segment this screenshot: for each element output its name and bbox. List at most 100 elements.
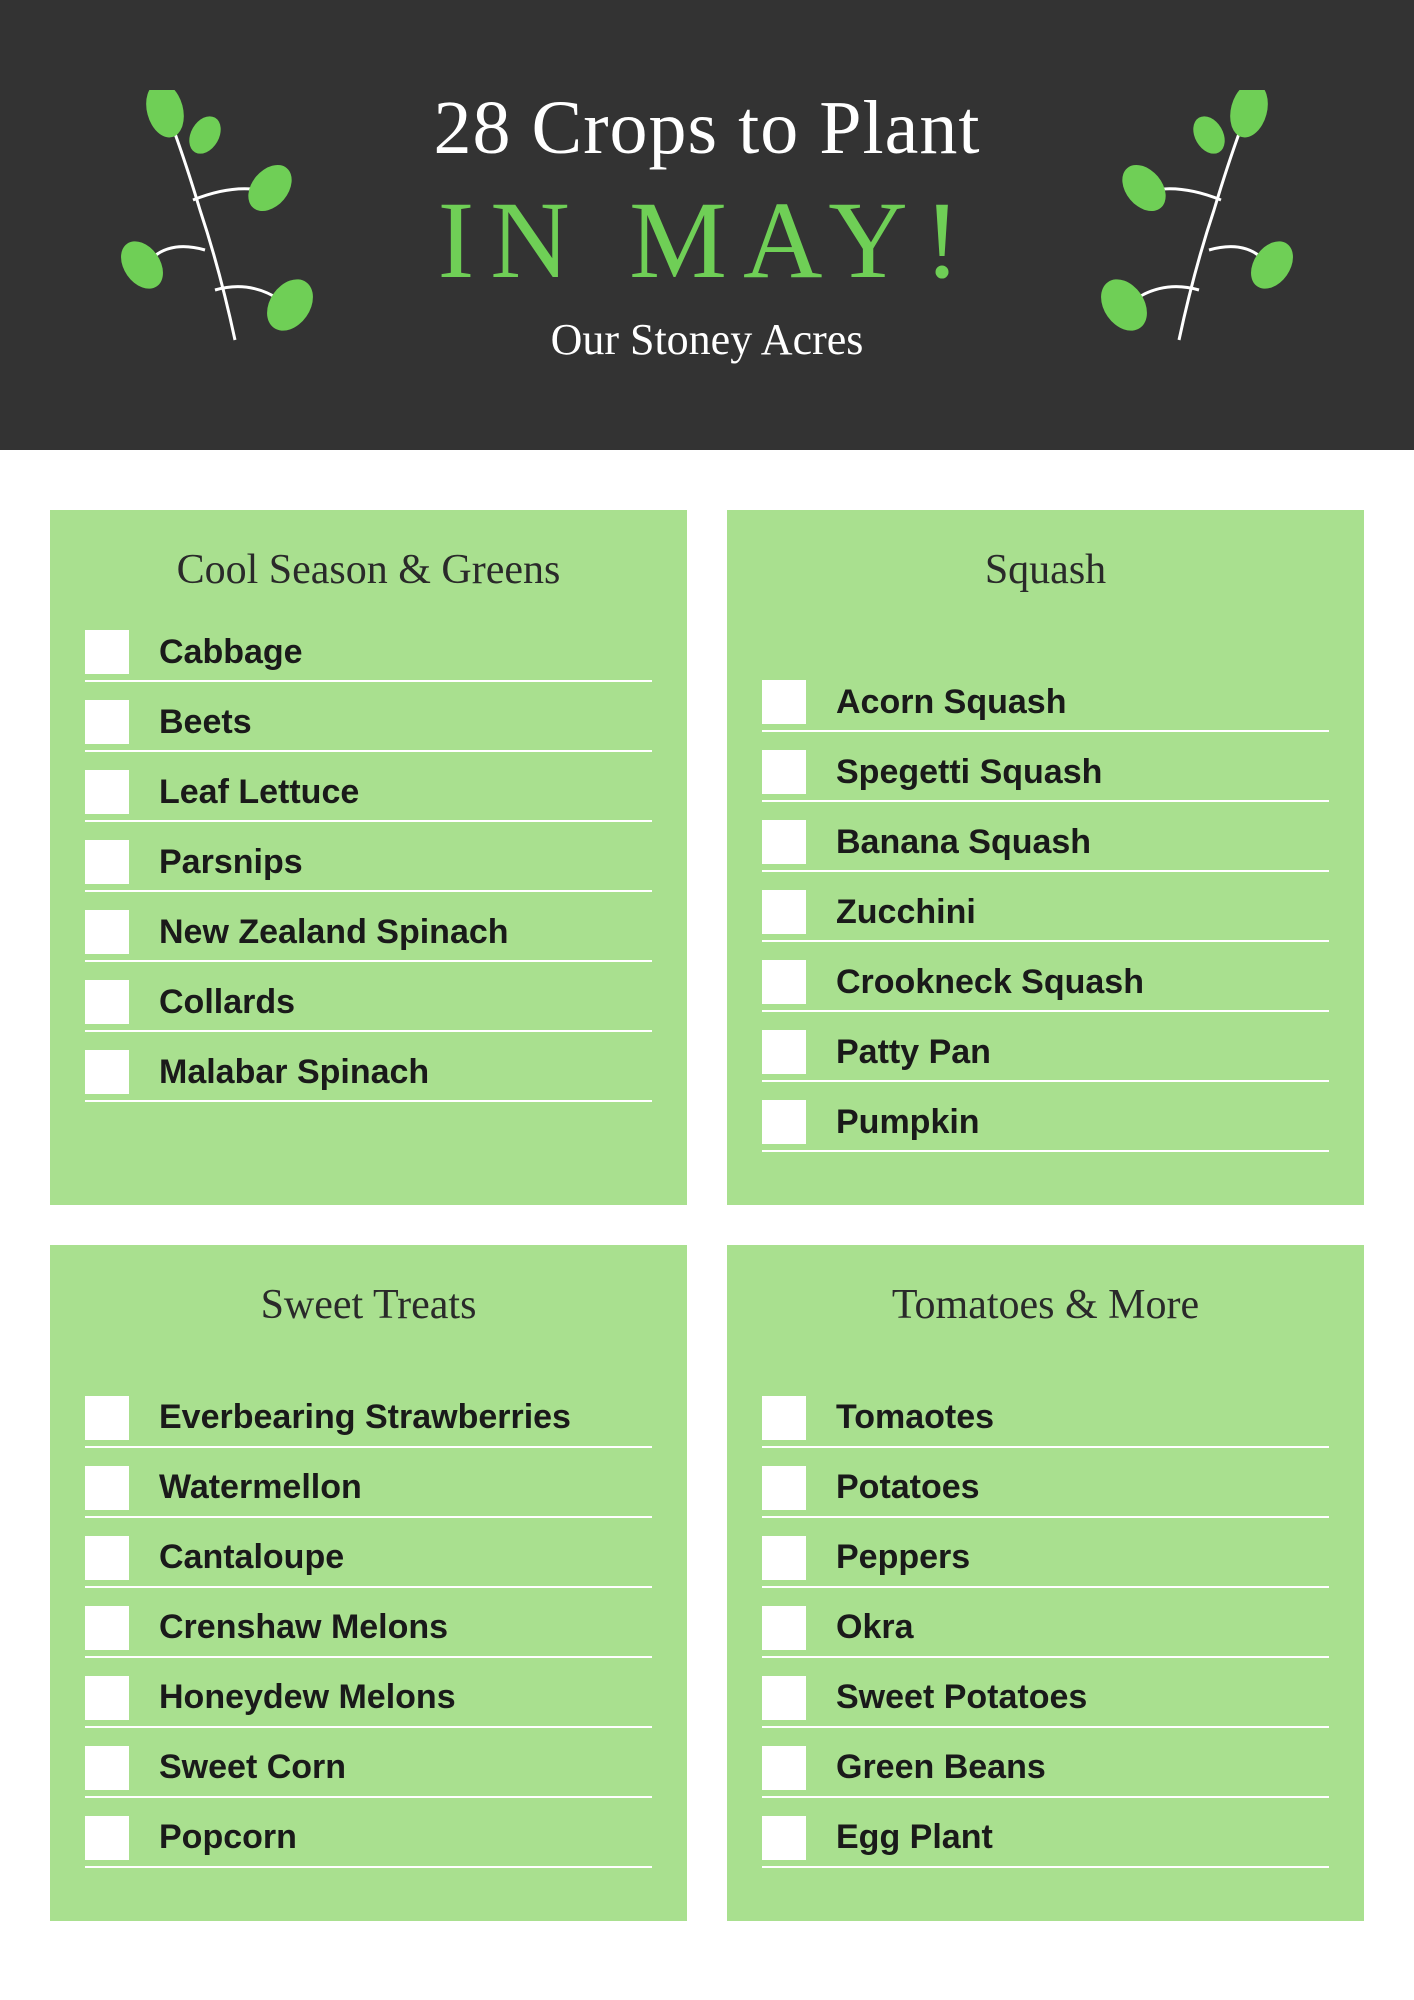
item-label: Cantaloupe <box>159 1538 344 1577</box>
list-item: Beets <box>85 690 652 752</box>
list-item: Everbearing Strawberries <box>85 1386 652 1448</box>
item-label: Green Beans <box>836 1748 1046 1787</box>
list-item: Egg Plant <box>762 1806 1329 1868</box>
checkbox[interactable] <box>762 1816 806 1860</box>
item-label: Sweet Corn <box>159 1748 346 1787</box>
item-label: Potatoes <box>836 1468 980 1507</box>
item-label: Banana Squash <box>836 823 1091 862</box>
item-label: Tomaotes <box>836 1398 994 1437</box>
item-label: Crookneck Squash <box>836 963 1144 1002</box>
item-label: Parsnips <box>159 843 303 882</box>
checkbox[interactable] <box>762 1746 806 1790</box>
card-sweet-treats: Sweet Treats Everbearing Strawberries Wa… <box>50 1245 687 1920</box>
item-label: Okra <box>836 1608 914 1647</box>
card-title: Squash <box>762 545 1329 595</box>
list-item: Watermellon <box>85 1456 652 1518</box>
list-item: Pumpkin <box>762 1090 1329 1152</box>
checkbox[interactable] <box>85 1676 129 1720</box>
checkbox[interactable] <box>762 1030 806 1074</box>
list-item: Banana Squash <box>762 810 1329 872</box>
list-item: Crenshaw Melons <box>85 1596 652 1658</box>
checklist: Tomaotes Potatoes Peppers Okra Sweet Pot… <box>762 1386 1329 1868</box>
card-title: Tomatoes & More <box>762 1280 1329 1330</box>
list-item: Zucchini <box>762 880 1329 942</box>
item-label: Crenshaw Melons <box>159 1608 448 1647</box>
checkbox[interactable] <box>762 750 806 794</box>
list-item: Sweet Corn <box>85 1736 652 1798</box>
checkbox[interactable] <box>85 1816 129 1860</box>
list-item: Green Beans <box>762 1736 1329 1798</box>
item-label: Spegetti Squash <box>836 753 1102 792</box>
list-item: Tomaotes <box>762 1386 1329 1448</box>
checkbox[interactable] <box>85 1466 129 1510</box>
checkbox[interactable] <box>85 1396 129 1440</box>
list-item: Leaf Lettuce <box>85 760 652 822</box>
title-line-1: 28 Crops to Plant <box>434 85 981 172</box>
item-label: Honeydew Melons <box>159 1678 456 1717</box>
checkbox[interactable] <box>762 1396 806 1440</box>
checkbox[interactable] <box>85 770 129 814</box>
item-label: Leaf Lettuce <box>159 773 359 812</box>
list-item: Cantaloupe <box>85 1526 652 1588</box>
subtitle: Our Stoney Acres <box>434 314 981 365</box>
card-squash: Squash Acorn Squash Spegetti Squash Bana… <box>727 510 1364 1205</box>
list-item: Popcorn <box>85 1806 652 1868</box>
item-label: Malabar Spinach <box>159 1053 429 1092</box>
checkbox[interactable] <box>85 1746 129 1790</box>
list-item: Acorn Squash <box>762 670 1329 732</box>
checkbox[interactable] <box>762 1606 806 1650</box>
list-item: Spegetti Squash <box>762 740 1329 802</box>
list-item: Honeydew Melons <box>85 1666 652 1728</box>
list-item: Cabbage <box>85 620 652 682</box>
item-label: Egg Plant <box>836 1818 993 1857</box>
header: 28 Crops to Plant IN MAY! Our Stoney Acr… <box>0 0 1414 450</box>
header-text: 28 Crops to Plant IN MAY! Our Stoney Acr… <box>434 85 981 365</box>
checkbox[interactable] <box>762 890 806 934</box>
list-item: Patty Pan <box>762 1020 1329 1082</box>
list-item: Collards <box>85 970 652 1032</box>
item-label: Collards <box>159 983 295 1022</box>
item-label: Beets <box>159 703 252 742</box>
checkbox[interactable] <box>85 1606 129 1650</box>
checkbox[interactable] <box>85 910 129 954</box>
checkbox[interactable] <box>85 840 129 884</box>
content-grid: Cool Season & Greens Cabbage Beets Leaf … <box>0 450 1414 1981</box>
title-line-2: IN MAY! <box>434 177 981 304</box>
leaf-branch-icon <box>120 90 350 355</box>
list-item: Crookneck Squash <box>762 950 1329 1012</box>
checkbox[interactable] <box>762 960 806 1004</box>
item-label: Acorn Squash <box>836 683 1066 722</box>
leaf-branch-icon <box>1064 90 1294 355</box>
checkbox[interactable] <box>85 1536 129 1580</box>
checkbox[interactable] <box>762 1100 806 1144</box>
checkbox[interactable] <box>762 1466 806 1510</box>
list-item: Sweet Potatoes <box>762 1666 1329 1728</box>
item-label: Cabbage <box>159 633 303 672</box>
item-label: Watermellon <box>159 1468 362 1507</box>
checkbox[interactable] <box>85 1050 129 1094</box>
checkbox[interactable] <box>85 630 129 674</box>
card-cool-season: Cool Season & Greens Cabbage Beets Leaf … <box>50 510 687 1205</box>
item-label: Zucchini <box>836 893 976 932</box>
checklist: Cabbage Beets Leaf Lettuce Parsnips New … <box>85 620 652 1102</box>
card-tomatoes-more: Tomatoes & More Tomaotes Potatoes Pepper… <box>727 1245 1364 1920</box>
checkbox[interactable] <box>85 700 129 744</box>
checkbox[interactable] <box>85 980 129 1024</box>
item-label: Popcorn <box>159 1818 297 1857</box>
checkbox[interactable] <box>762 680 806 724</box>
checklist: Acorn Squash Spegetti Squash Banana Squa… <box>762 670 1329 1152</box>
item-label: Everbearing Strawberries <box>159 1398 571 1437</box>
list-item: Peppers <box>762 1526 1329 1588</box>
checkbox[interactable] <box>762 820 806 864</box>
list-item: New Zealand Spinach <box>85 900 652 962</box>
list-item: Potatoes <box>762 1456 1329 1518</box>
item-label: New Zealand Spinach <box>159 913 509 952</box>
card-title: Sweet Treats <box>85 1280 652 1330</box>
card-title: Cool Season & Greens <box>85 545 652 595</box>
checkbox[interactable] <box>762 1536 806 1580</box>
item-label: Pumpkin <box>836 1103 980 1142</box>
checkbox[interactable] <box>762 1676 806 1720</box>
item-label: Sweet Potatoes <box>836 1678 1087 1717</box>
list-item: Malabar Spinach <box>85 1040 652 1102</box>
item-label: Peppers <box>836 1538 970 1577</box>
